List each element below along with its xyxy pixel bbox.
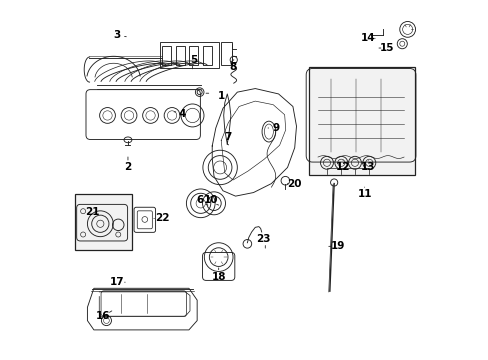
Text: 16: 16	[95, 311, 110, 321]
Bar	[75, 194, 132, 250]
Text: 22: 22	[155, 213, 170, 222]
Text: 3: 3	[113, 30, 121, 40]
Text: 15: 15	[379, 43, 394, 53]
Text: 6: 6	[196, 195, 203, 205]
Text: 17: 17	[110, 277, 124, 287]
Text: 13: 13	[360, 162, 375, 172]
Bar	[189, 45, 198, 65]
Text: 8: 8	[229, 62, 236, 72]
Text: 18: 18	[211, 272, 225, 282]
Text: 7: 7	[224, 132, 232, 142]
Text: 1: 1	[217, 91, 224, 101]
Bar	[160, 42, 219, 68]
Bar	[308, 67, 414, 175]
Text: 14: 14	[360, 33, 375, 43]
Text: 20: 20	[287, 179, 301, 189]
Bar	[203, 45, 211, 65]
Bar	[162, 45, 171, 65]
Text: 5: 5	[190, 55, 198, 65]
Text: 12: 12	[335, 162, 349, 172]
Text: 19: 19	[330, 241, 345, 251]
Text: 10: 10	[204, 195, 218, 205]
Text: 11: 11	[357, 189, 371, 199]
Text: 2: 2	[124, 162, 131, 172]
Bar	[221, 42, 231, 65]
Text: 21: 21	[84, 207, 99, 217]
Text: 9: 9	[272, 123, 279, 133]
FancyBboxPatch shape	[137, 211, 152, 229]
Text: 4: 4	[178, 109, 185, 119]
Bar	[175, 45, 184, 65]
Text: 23: 23	[255, 234, 270, 244]
